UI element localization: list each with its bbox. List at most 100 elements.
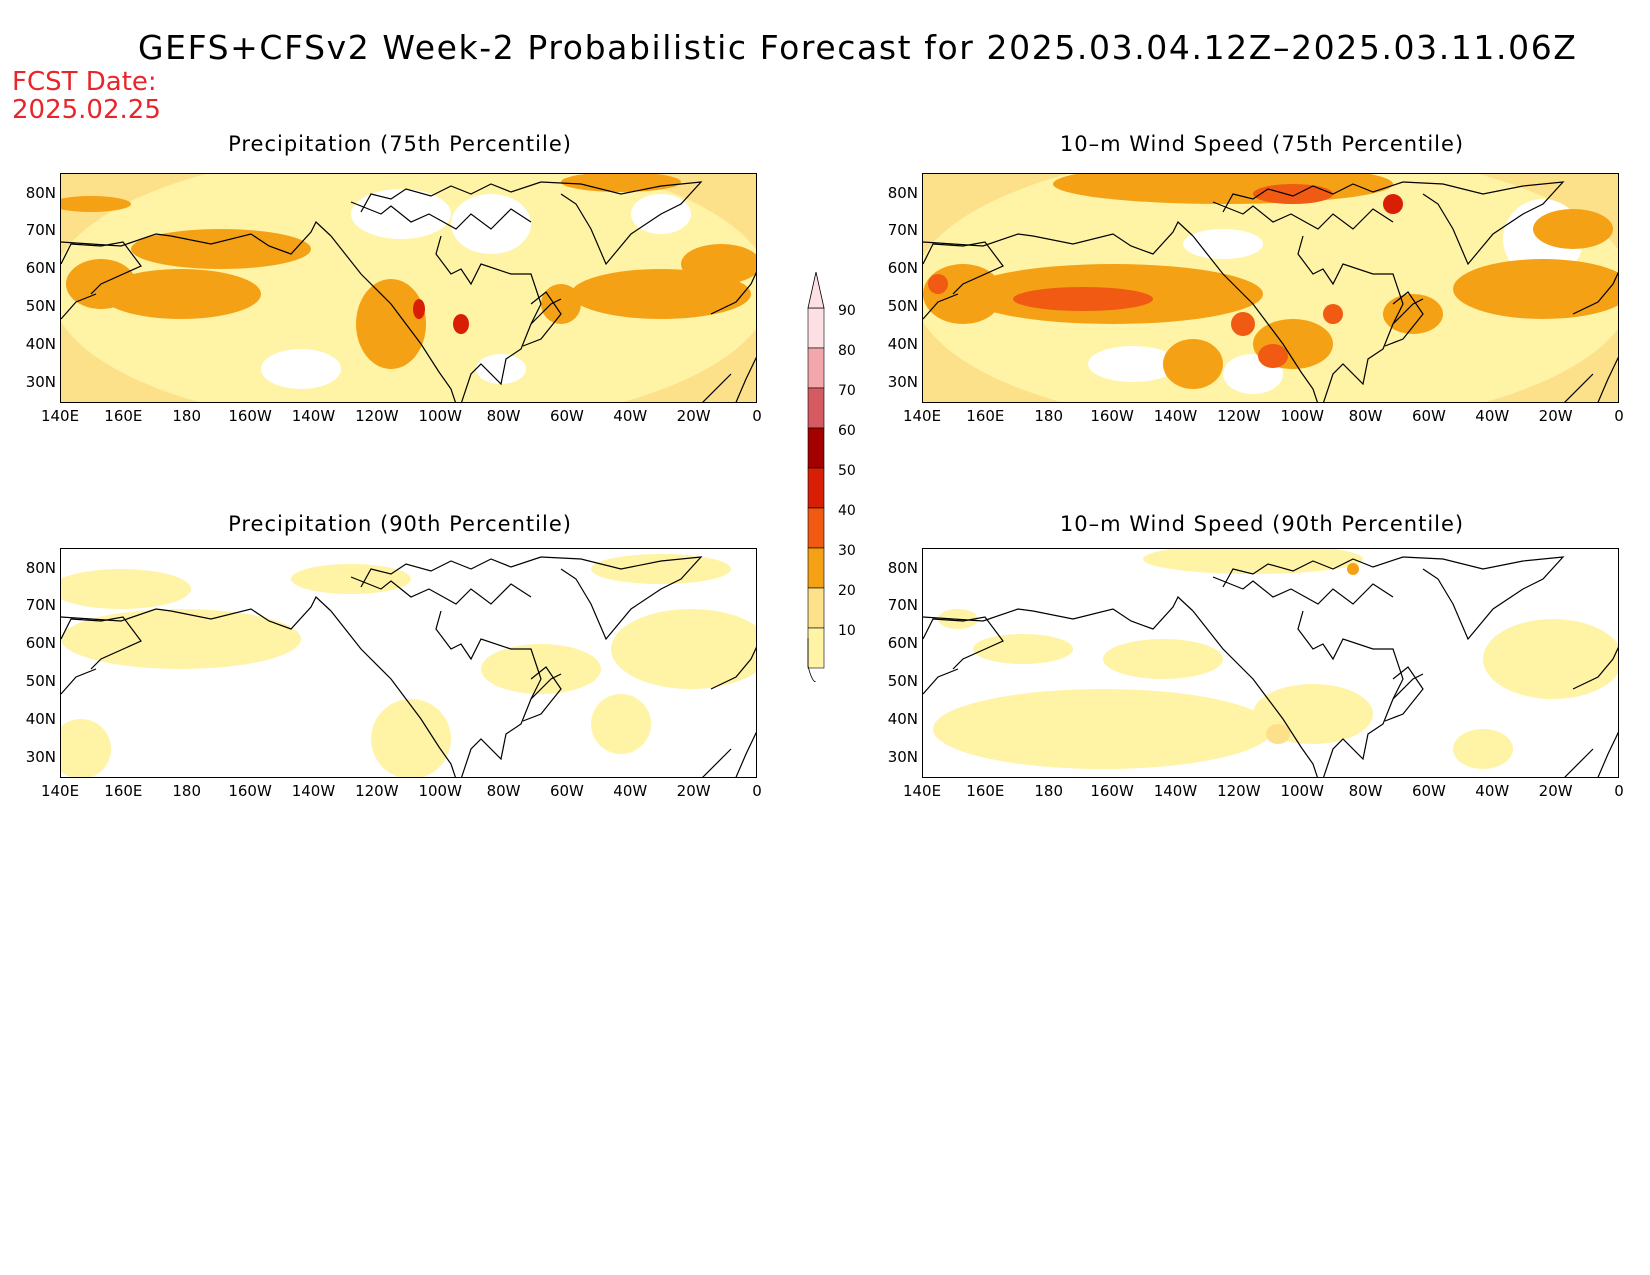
coastline: [61, 241, 142, 295]
lat-label: 60N: [25, 259, 56, 277]
forecast-date: FCST Date: 2025.02.25: [12, 68, 161, 124]
colorbar-label: 20: [838, 583, 856, 599]
lon-label: 160E: [104, 782, 143, 800]
lat-label: 70N: [887, 221, 918, 239]
probability-region: [681, 244, 756, 284]
probability-region: [451, 194, 531, 254]
map-field: [61, 174, 756, 402]
coastline: [61, 668, 97, 695]
lat-label: 50N: [887, 672, 918, 690]
lon-label: 160W: [228, 407, 272, 425]
colorbar-swatch: [807, 307, 825, 349]
lat-label: 40N: [887, 335, 918, 353]
colorbar-swatch: [807, 387, 825, 429]
probability-region: [1266, 724, 1290, 744]
coastline: [1597, 356, 1618, 402]
lat-label: 80N: [25, 184, 56, 202]
lon-label: 160E: [966, 782, 1005, 800]
coastline: [710, 271, 756, 315]
probability-region: [61, 569, 191, 609]
coastline: [735, 731, 756, 777]
coastline: [923, 596, 1194, 630]
map-panel-wind-90: [922, 548, 1619, 778]
lat-label: 30N: [887, 748, 918, 766]
main-title: GEFS+CFSv2 Week-2 Probabilistic Forecast…: [138, 28, 1578, 67]
colorbar-label: 70: [838, 383, 856, 399]
coastline: [330, 235, 456, 402]
lon-label: 60W: [1411, 407, 1446, 425]
coastline: [1402, 181, 1565, 266]
coastline: [522, 291, 562, 347]
forecast-date-value: 2025.02.25: [12, 95, 161, 125]
lon-label: 40W: [613, 782, 648, 800]
coastline: [1392, 673, 1424, 700]
lon-label: 0: [752, 782, 762, 800]
lon-label: 160W: [1090, 782, 1134, 800]
lon-label: 120W: [1217, 407, 1261, 425]
lon-label: 40W: [1475, 782, 1510, 800]
lat-label: 40N: [887, 710, 918, 728]
lon-label: 140E: [902, 407, 942, 425]
probability-region: [1323, 304, 1343, 324]
lon-label: 40W: [613, 407, 648, 425]
lat-label: 80N: [887, 184, 918, 202]
lon-label: 100W: [1280, 407, 1324, 425]
probability-region: [61, 609, 301, 669]
coastline: [702, 373, 732, 402]
lon-label: 80W: [486, 782, 521, 800]
lon-label: 140W: [1153, 407, 1198, 425]
lat-label: 70N: [25, 596, 56, 614]
colorbar-label: 80: [838, 343, 856, 359]
lon-label: 0: [1614, 407, 1624, 425]
lon-label: 0: [752, 407, 762, 425]
lat-label: 80N: [25, 559, 56, 577]
lon-label: 160W: [1090, 407, 1134, 425]
coastline: [923, 293, 959, 320]
probability-region: [291, 564, 411, 594]
lon-label: 60W: [549, 407, 584, 425]
probability-region: [261, 349, 341, 389]
probability-region: [591, 694, 651, 754]
lon-label: 100W: [418, 782, 462, 800]
coastline: [1212, 576, 1394, 605]
lat-label: 40N: [25, 335, 56, 353]
coastline: [360, 181, 542, 213]
coastline: [1564, 373, 1594, 402]
panel-title-precip-90: Precipitation (90th Percentile): [228, 512, 572, 536]
probability-region: [1143, 549, 1363, 574]
probability-region: [476, 354, 526, 384]
probability-region: [923, 174, 1618, 402]
lat-label: 30N: [25, 373, 56, 391]
lat-label: 60N: [25, 634, 56, 652]
lat-label: 40N: [25, 710, 56, 728]
coastline: [530, 673, 562, 700]
lat-label: 30N: [887, 373, 918, 391]
coastline: [350, 201, 532, 230]
map-field: [923, 174, 1618, 402]
colorbar-swatch: [807, 547, 825, 589]
coastline: [923, 241, 1004, 295]
lat-label: 60N: [887, 259, 918, 277]
panel-title-wind-75: 10–m Wind Speed (75th Percentile): [1059, 132, 1465, 156]
lon-label: 60W: [549, 782, 584, 800]
coastline: [530, 298, 562, 325]
lat-label: 70N: [887, 596, 918, 614]
map-panel-precip-75: [60, 173, 757, 403]
probability-region: [923, 264, 1003, 324]
probability-region: [1231, 312, 1255, 336]
colorbar-swatch: [807, 627, 825, 669]
probability-region: [61, 549, 756, 777]
coastline: [923, 668, 959, 695]
probability-region: [1163, 339, 1223, 389]
probability-region: [541, 284, 581, 324]
lon-label: 180: [1034, 782, 1064, 800]
coastline: [360, 556, 542, 588]
lon-label: 80W: [1348, 407, 1383, 425]
lon-label: 40W: [1475, 407, 1510, 425]
colorbar-label: 50: [838, 463, 856, 479]
coastline: [735, 356, 756, 402]
colorbar-label: 40: [838, 503, 856, 519]
lon-label: 20W: [1538, 782, 1573, 800]
probability-region: [1347, 563, 1359, 575]
coastline: [1297, 610, 1404, 777]
